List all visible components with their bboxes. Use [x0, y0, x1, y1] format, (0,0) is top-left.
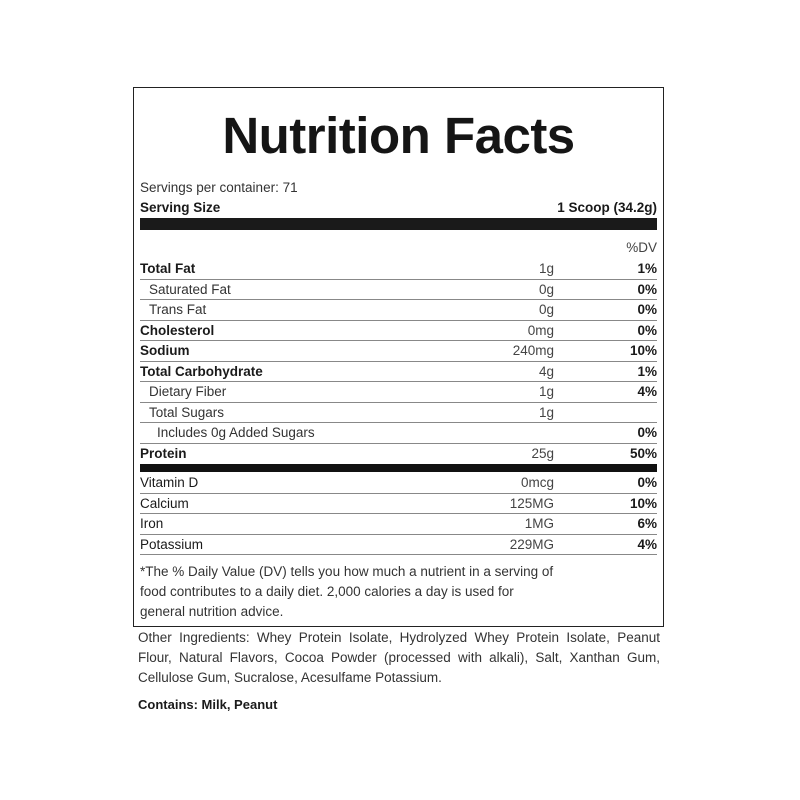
vitamin-dv: 10%: [629, 495, 657, 511]
nutrient-dv: 0%: [637, 302, 657, 318]
nutrient-amount: 0mg: [527, 322, 554, 338]
nutrient-name: Cholesterol: [140, 322, 215, 338]
vitamin-name: Calcium: [140, 495, 189, 511]
vitamin-amount: 125MG: [509, 495, 554, 511]
nutrient-row: Trans Fat 0g 0%: [140, 300, 657, 321]
nutrient-amount: 0g: [538, 281, 554, 297]
thick-divider: [140, 218, 657, 230]
vitamin-dv: 6%: [637, 516, 657, 532]
nutrient-name: Dietary Fiber: [149, 384, 227, 400]
thick-divider: [140, 464, 657, 472]
vitamin-row: Calcium 125MG 10%: [140, 494, 657, 514]
nutrient-row: Saturated Fat 0g 0%: [140, 280, 657, 300]
nutrient-dv: 0%: [637, 322, 657, 338]
nutrient-name: Protein: [140, 446, 187, 462]
nutrient-name: Saturated Fat: [149, 281, 231, 297]
vitamin-amount: 0mcg: [520, 475, 554, 491]
vitamin-dv: 4%: [637, 536, 657, 552]
nutrient-row: Includes 0g Added Sugars 0%: [140, 423, 657, 444]
nutrient-table: Total Fat 1g 1% Saturated Fat 0g 0% Trans Fa…: [140, 259, 657, 555]
nutrient-amount: 240mg: [512, 343, 554, 359]
nutrient-row: Total Carbohydrate 4g 1%: [140, 362, 657, 382]
vitamin-name: Iron: [140, 516, 164, 532]
vitamin-row: Vitamin D 0mcg 0%: [140, 473, 657, 494]
dv-header: %DV: [626, 240, 657, 255]
nutrient-amount: 1g: [538, 404, 554, 420]
nutrient-name: Total Fat: [140, 261, 196, 277]
nutrient-row: Total Fat 1g 1%: [140, 259, 657, 280]
nutrient-row: Cholesterol 0mg 0%: [140, 321, 657, 341]
nutrient-dv: 50%: [629, 446, 657, 462]
serving-size-row: Serving Size 1 Scoop (34.2g): [140, 200, 657, 215]
vitamin-row: Potassium 229MG 4%: [140, 535, 657, 555]
vitamin-row: Iron 1MG 6%: [140, 514, 657, 535]
label-title: Nutrition Facts: [222, 107, 575, 164]
nutrient-dv: 10%: [629, 343, 657, 359]
nutrient-dv: 1%: [637, 261, 657, 277]
nutrient-dv: 4%: [637, 384, 657, 400]
nutrient-row: Protein 25g 50%: [140, 444, 657, 465]
nutrient-row: Dietary Fiber 1g 4%: [140, 382, 657, 403]
vitamin-name: Vitamin D: [140, 475, 199, 491]
nutrient-name: Trans Fat: [149, 302, 207, 318]
nutrient-row: Sodium 240mg 10%: [140, 341, 657, 362]
allergen-statement: Contains: Milk, Peanut: [138, 697, 278, 712]
serving-size-label: Serving Size: [140, 200, 221, 215]
dv-footnote: *The % Daily Value (DV) tells you how mu…: [140, 564, 554, 619]
nutrient-amount: 0g: [538, 302, 554, 318]
nutrient-amount: 1g: [538, 261, 554, 277]
nutrient-name: Total Sugars: [149, 404, 225, 420]
nutrient-dv: 1%: [637, 363, 657, 379]
other-ingredients: Other Ingredients: Whey Protein Isolate,…: [138, 630, 660, 685]
nutrient-amount: 4g: [538, 363, 554, 379]
nutrient-dv: 0%: [637, 281, 657, 297]
nutrient-name: Total Carbohydrate: [140, 363, 263, 379]
servings-per-container: Servings per container: 71: [140, 180, 298, 195]
nutrient-dv: 0%: [637, 425, 657, 441]
nutrient-name: Sodium: [140, 343, 190, 359]
vitamin-name: Potassium: [140, 536, 204, 552]
serving-size-value: 1 Scoop (34.2g): [557, 200, 657, 215]
nutrient-row: Total Sugars 1g: [140, 403, 657, 423]
nutrient-name: Includes 0g Added Sugars: [157, 425, 315, 441]
nutrient-amount: 1g: [538, 384, 554, 400]
vitamin-amount: 229MG: [509, 536, 554, 552]
nutrition-facts-label: Nutrition Facts Servings per container: …: [133, 87, 664, 627]
nutrient-amount: 25g: [531, 446, 554, 462]
vitamin-amount: 1MG: [524, 516, 554, 532]
vitamin-dv: 0%: [637, 475, 657, 491]
